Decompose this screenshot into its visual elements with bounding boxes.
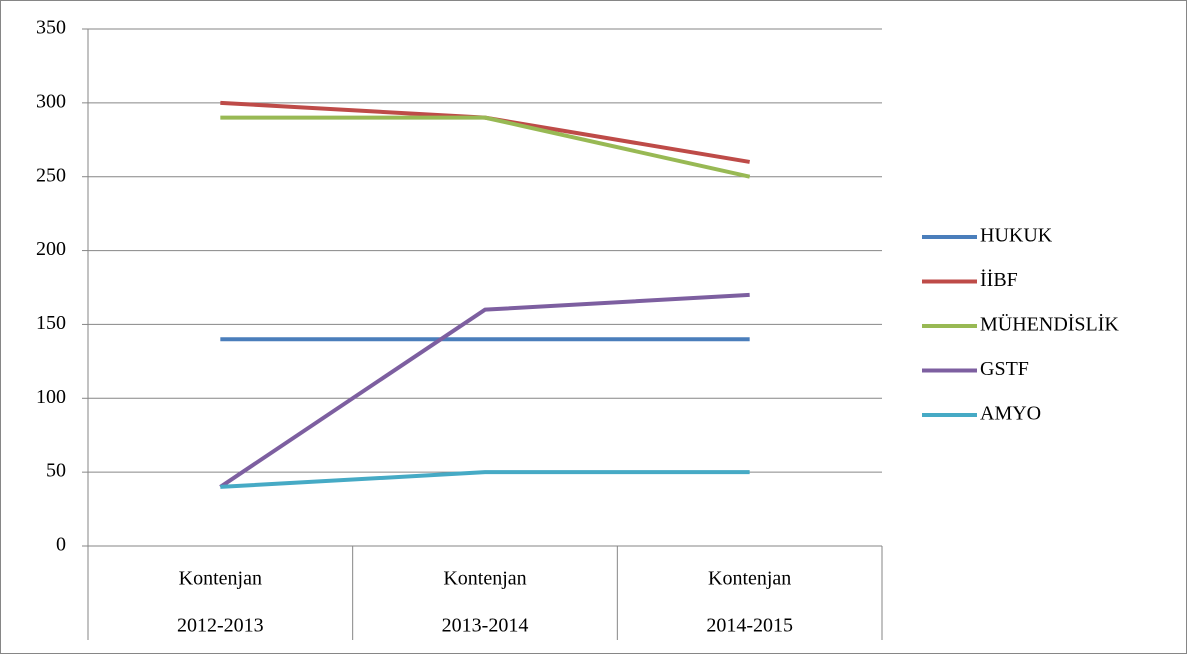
x-group-label: Kontenjan [443,568,526,590]
y-tick-label: 150 [36,312,66,334]
legend-label: HUKUK [980,225,1053,247]
x-tick-label: 2013-2014 [442,615,529,637]
y-tick-label: 0 [56,534,66,556]
y-tick-label: 250 [36,164,66,186]
y-tick-label: 50 [46,460,66,482]
x-group-label: Kontenjan [179,568,262,590]
x-group-label: Kontenjan [708,568,791,590]
legend-label: GSTF [980,358,1029,380]
series-line [220,470,750,489]
y-tick-label: 200 [36,238,66,260]
legend-label: AMYO [980,403,1041,425]
y-tick-label: 350 [36,17,66,39]
y-tick-label: 300 [36,90,66,112]
x-tick-label: 2012-2013 [177,615,264,637]
series-line [219,292,750,489]
legend-label: MÜHENDİSLİK [980,313,1119,336]
series-line [220,115,751,179]
y-tick-label: 100 [36,386,66,408]
legend-label: İİBF [980,268,1018,291]
x-tick-label: 2014-2015 [706,615,793,637]
